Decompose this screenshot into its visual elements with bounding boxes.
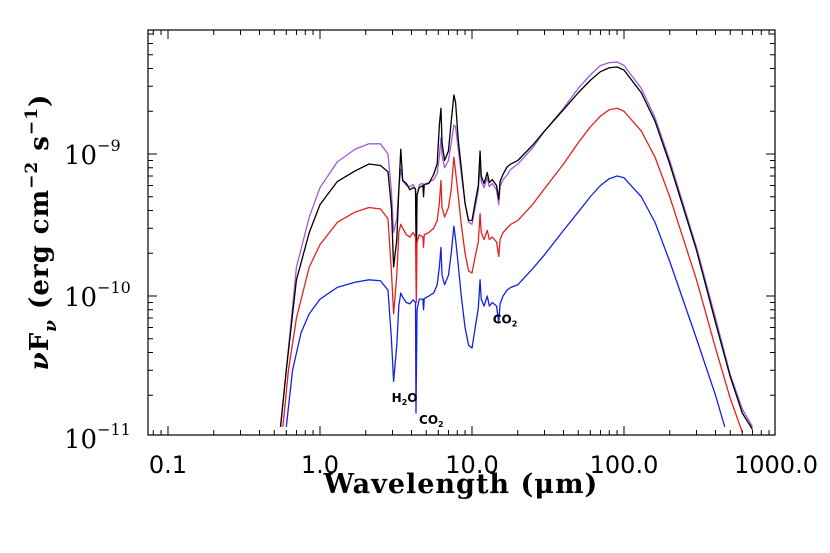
x-tick-label: 100.0: [590, 451, 659, 479]
molecule-annotation: CO2: [493, 313, 518, 329]
molecule-annotation: CO2: [419, 413, 444, 429]
y-tick-label: 10−11: [64, 420, 131, 455]
y-axis-title: νFν (erg cm−2 s−1): [22, 94, 61, 371]
series-line-4: [285, 175, 726, 427]
y-title-open: (erg cm: [25, 189, 55, 319]
y-title-mid: s: [25, 135, 55, 161]
plot-frame: [147, 29, 776, 436]
y-title-F: F: [25, 332, 55, 351]
svg-text:νFν (erg cm−2 s−1): νFν (erg cm−2 s−1): [22, 94, 61, 371]
y-title-exp1: −2: [22, 161, 42, 189]
y-title-sub: ν: [41, 319, 61, 332]
series-line-2: [279, 66, 754, 430]
y-tick-label: 10−9: [64, 136, 121, 171]
series-line-1: [279, 61, 754, 428]
y-title-nu: ν: [25, 351, 55, 370]
x-tick-label: 0.1: [149, 451, 187, 479]
x-axis-title: Wavelength (μm): [323, 469, 599, 500]
y-tick-labels: 10−9 10−10 10−11: [64, 136, 131, 455]
series-line-3: [282, 107, 743, 433]
series-layer: [279, 61, 754, 433]
y-tick-label: 10−10: [64, 278, 131, 313]
ticks-layer: [148, 30, 775, 435]
y-title-close: ): [25, 94, 55, 107]
y-title-exp2: −1: [22, 107, 42, 135]
x-tick-label: 1000.0: [734, 451, 818, 479]
molecule-annotation: H2O: [392, 391, 418, 407]
x-tick-labels: 0.1 1.0 10.0 100.0 1000.0: [149, 451, 818, 479]
x-tick-label: 10.0: [445, 451, 498, 479]
x-tick-label: 1.0: [301, 451, 339, 479]
